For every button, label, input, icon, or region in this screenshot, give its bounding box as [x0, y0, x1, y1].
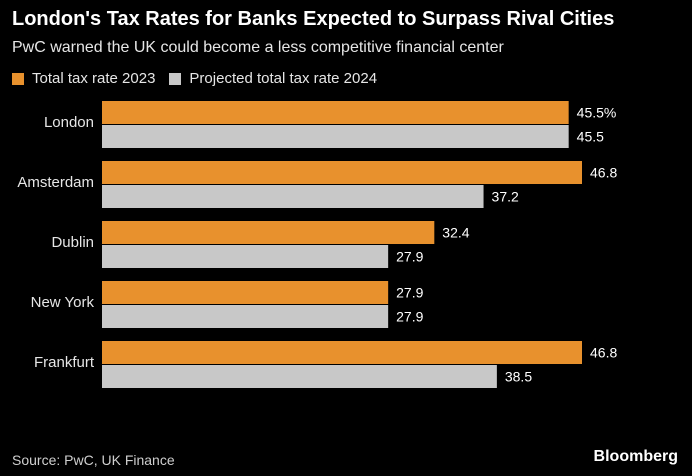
data-label-london-2023: 45.5% — [577, 105, 617, 121]
brand-logo: Bloomberg — [593, 448, 678, 465]
source-note: Source: PwC, UK Finance — [12, 452, 175, 468]
legend-swatch-2023 — [12, 72, 24, 85]
bar-new-york-2023 — [102, 281, 389, 304]
bar-new-york-2024 — [102, 305, 389, 328]
bar-dublin-2023 — [102, 221, 435, 244]
category-label-amsterdam: Amsterdam — [17, 174, 94, 191]
legend-item-2023: Total tax rate 2023 — [12, 70, 155, 87]
data-label-frankfurt-2023: 46.8 — [590, 345, 617, 361]
bar-frankfurt-2023 — [102, 341, 582, 364]
data-label-amsterdam-2024: 37.2 — [492, 189, 519, 205]
data-label-new-york-2024: 27.9 — [396, 309, 423, 325]
legend-item-2024: Projected total tax rate 2024 — [169, 70, 377, 87]
category-label-new-york: New York — [31, 294, 95, 311]
legend-label-2023: Total tax rate 2023 — [32, 70, 156, 87]
category-label-frankfurt: Frankfurt — [34, 354, 95, 371]
legend: Total tax rate 2023 Projected total tax … — [12, 70, 391, 87]
bar-chart: London 45.5% 45.5 Amsterdam 46.8 37.2 Dublin 32… — [17, 101, 617, 388]
data-label-amsterdam-2023: 46.8 — [590, 165, 617, 181]
data-label-dublin-2023: 32.4 — [442, 225, 469, 241]
category-label-london: London — [44, 114, 94, 131]
data-label-dublin-2024: 27.9 — [396, 249, 423, 265]
category-label-dublin: Dublin — [51, 234, 94, 251]
legend-label-2024: Projected total tax rate 2024 — [189, 70, 378, 87]
bar-dublin-2024 — [102, 245, 389, 268]
chart-title: London's Tax Rates for Banks Expected to… — [12, 8, 615, 30]
legend-swatch-2024 — [169, 72, 182, 85]
bar-amsterdam-2023 — [102, 161, 582, 184]
bar-london-2023 — [102, 101, 569, 124]
data-label-london-2024: 45.5 — [577, 129, 604, 145]
bar-london-2024 — [102, 125, 569, 148]
data-label-new-york-2023: 27.9 — [396, 285, 423, 301]
data-label-frankfurt-2024: 38.5 — [505, 369, 532, 385]
bar-frankfurt-2024 — [102, 365, 497, 388]
chart-subtitle: PwC warned the UK could become a less co… — [12, 39, 504, 56]
bar-amsterdam-2024 — [102, 185, 484, 208]
